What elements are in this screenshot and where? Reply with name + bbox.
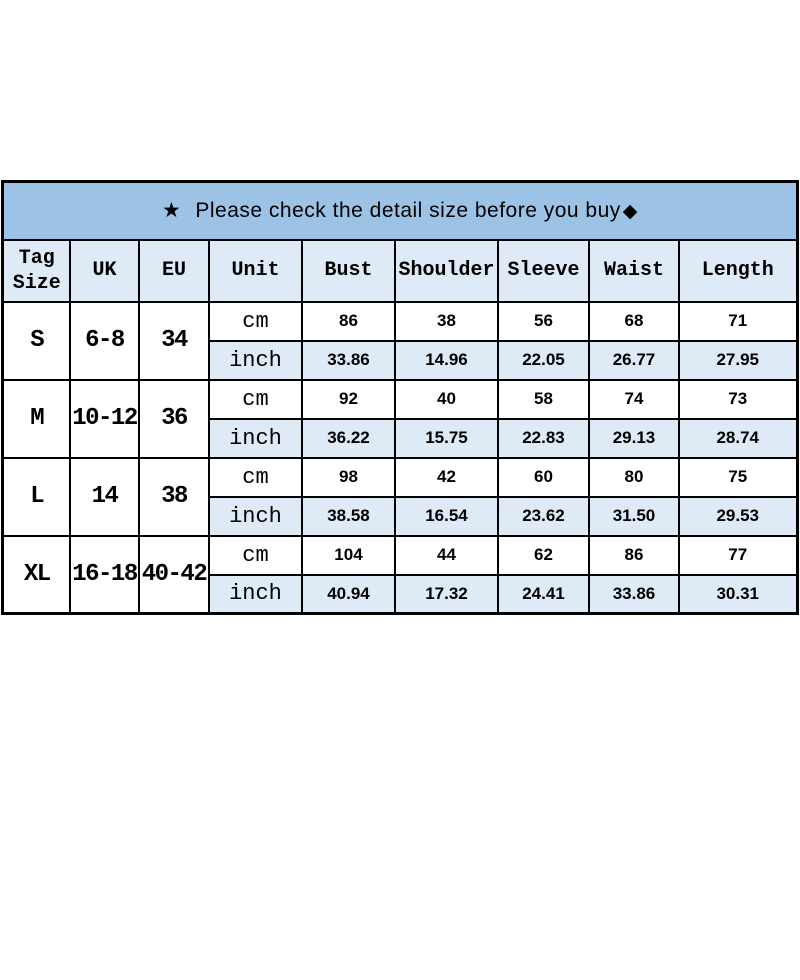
measurement-cell: 29.13 <box>587 417 680 459</box>
measurement-cell: 80 <box>587 456 680 498</box>
column-header-unit: Unit <box>207 238 303 303</box>
measurement-cell: 44 <box>393 534 499 576</box>
banner-row: ★ Please check the detail size before you… <box>1 180 799 241</box>
unit-cell: cm <box>207 534 303 576</box>
eu-size-cell: 36 <box>137 378 210 459</box>
size-chart-table: ★ Please check the detail size before you… <box>1 180 799 615</box>
measurement-cell: 38.58 <box>300 495 396 537</box>
measurement-cell: 60 <box>496 456 590 498</box>
diamond-icon: ◆ <box>622 201 638 223</box>
measurement-cell: 28.74 <box>677 417 799 459</box>
tag-size-cell: XL <box>1 534 71 615</box>
row-xl-inch: inch 40.94 17.32 24.41 33.86 30.31 <box>3 573 799 615</box>
measurement-cell: 16.54 <box>393 495 499 537</box>
measurement-cell: 77 <box>677 534 799 576</box>
measurement-cell: 15.75 <box>393 417 499 459</box>
measurement-cell: 22.05 <box>496 339 590 381</box>
uk-size-cell: 14 <box>68 456 140 537</box>
measurement-cell: 33.86 <box>300 339 396 381</box>
measurement-cell: 68 <box>587 300 680 342</box>
column-header-tag-size: Tag Size <box>1 238 71 303</box>
column-header-waist: Waist <box>587 238 680 303</box>
unit-cell: cm <box>207 300 303 342</box>
measurement-cell: 40 <box>393 378 499 420</box>
unit-cell: inch <box>207 495 303 537</box>
measurement-cell: 23.62 <box>496 495 590 537</box>
measurement-cell: 33.86 <box>587 573 680 615</box>
banner-text: Please check the detail size before you … <box>195 199 621 223</box>
tag-size-cell: M <box>1 378 71 459</box>
measurement-cell: 86 <box>587 534 680 576</box>
column-header-length: Length <box>677 238 799 303</box>
measurement-cell: 86 <box>300 300 396 342</box>
unit-cell: inch <box>207 339 303 381</box>
measurement-cell: 26.77 <box>587 339 680 381</box>
row-xl-cm: XL 16-18 40-42 cm 104 44 62 86 77 <box>1 534 799 615</box>
uk-size-cell: 6-8 <box>68 300 140 381</box>
measurement-cell: 17.32 <box>393 573 499 615</box>
measurement-cell: 71 <box>677 300 799 342</box>
star-icon: ★ <box>162 199 182 223</box>
measurement-cell: 29.53 <box>677 495 799 537</box>
eu-size-cell: 40-42 <box>137 534 210 615</box>
measurement-cell: 73 <box>677 378 799 420</box>
measurement-cell: 24.41 <box>496 573 590 615</box>
measurement-cell: 38 <box>393 300 499 342</box>
column-header-shoulder: Shoulder <box>393 238 499 303</box>
measurement-cell: 92 <box>300 378 396 420</box>
measurement-cell: 74 <box>587 378 680 420</box>
measurement-cell: 36.22 <box>300 417 396 459</box>
eu-size-cell: 38 <box>137 456 210 537</box>
measurement-cell: 75 <box>677 456 799 498</box>
column-header-bust: Bust <box>300 238 396 303</box>
tag-size-cell: S <box>1 300 71 381</box>
banner: ★ Please check the detail size before you… <box>1 180 799 241</box>
column-header-row: Tag Size UK EU Unit Bust Shoulder Sleeve Waist L… <box>1 238 799 303</box>
size-rows: S 6-8 34 cm 86 38 56 68 71 inch 33.86 14.96 22.05 26.… <box>1 300 799 615</box>
measurement-cell: 22.83 <box>496 417 590 459</box>
unit-cell: inch <box>207 417 303 459</box>
measurement-cell: 104 <box>300 534 396 576</box>
measurement-cell: 98 <box>300 456 396 498</box>
measurement-cell: 42 <box>393 456 499 498</box>
row-s-inch: inch 33.86 14.96 22.05 26.77 27.95 <box>3 339 799 381</box>
row-s-cm: S 6-8 34 cm 86 38 56 68 71 <box>1 300 799 381</box>
measurement-cell: 56 <box>496 300 590 342</box>
measurement-cell: 31.50 <box>587 495 680 537</box>
unit-cell: cm <box>207 378 303 420</box>
column-header-uk: UK <box>68 238 140 303</box>
row-l-cm: L 14 38 cm 98 42 60 80 75 <box>1 456 799 537</box>
row-l-inch: inch 38.58 16.54 23.62 31.50 29.53 <box>3 495 799 537</box>
uk-size-cell: 10-12 <box>68 378 140 459</box>
row-m-inch: inch 36.22 15.75 22.83 29.13 28.74 <box>3 417 799 459</box>
unit-cell: inch <box>207 573 303 615</box>
measurement-cell: 14.96 <box>393 339 499 381</box>
column-header-sleeve: Sleeve <box>496 238 590 303</box>
eu-size-cell: 34 <box>137 300 210 381</box>
measurement-cell: 58 <box>496 378 590 420</box>
uk-size-cell: 16-18 <box>68 534 140 615</box>
tag-size-cell: L <box>1 456 71 537</box>
measurement-cell: 27.95 <box>677 339 799 381</box>
row-m-cm: M 10-12 36 cm 92 40 58 74 73 <box>1 378 799 459</box>
unit-cell: cm <box>207 456 303 498</box>
measurement-cell: 30.31 <box>677 573 799 615</box>
measurement-cell: 40.94 <box>300 573 396 615</box>
measurement-cell: 62 <box>496 534 590 576</box>
column-header-eu: EU <box>137 238 210 303</box>
